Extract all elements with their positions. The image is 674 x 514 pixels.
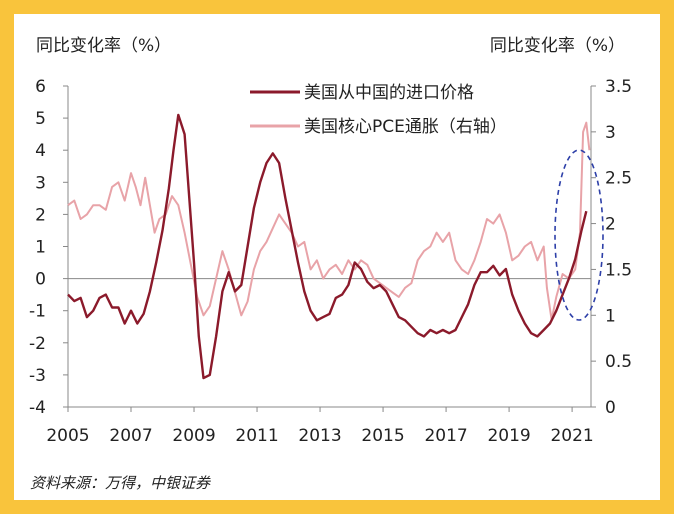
x-tick-label: 2021 (550, 426, 593, 446)
x-tick-label: 2009 (172, 426, 215, 446)
x-tick-label: 2015 (361, 426, 404, 446)
right-tick-label: 2.5 (605, 169, 632, 189)
series-line-0 (67, 113, 588, 380)
right-tick-label: 1.5 (605, 260, 632, 280)
right-tick-label: 2 (605, 215, 616, 235)
left-tick-label: 4 (35, 141, 46, 161)
chart-frame (14, 14, 660, 500)
legend-label-0: 美国从中国的进口价格 (304, 83, 474, 103)
left-tick-label: 1 (35, 238, 46, 258)
right-axis-title: 同比变化率（%） (490, 36, 625, 56)
left-tick-label: 5 (35, 109, 46, 129)
left-tick-label: 3 (35, 173, 46, 193)
source-note: 资料来源：万得，中银证券 (30, 474, 211, 492)
legend-label-1: 美国核心PCE通胀（右轴） (304, 117, 507, 137)
left-tick-label: 2 (35, 205, 46, 225)
x-tick-label: 2005 (46, 426, 89, 446)
right-tick-label: 3.5 (605, 77, 632, 97)
left-tick-label: -3 (29, 366, 46, 386)
axes: -4 -3 -2 -1 0 1 2 3 4 5 6 0 0.5 1 1.5 2 2.5 3 3.5 2005 2007 2… (29, 77, 632, 446)
x-tick-label: 2011 (235, 426, 278, 446)
left-tick-label: -2 (29, 334, 46, 354)
right-tick-label: 0.5 (605, 352, 632, 372)
x-tick-label: 2007 (109, 426, 152, 446)
left-axis-title: 同比变化率（%） (36, 36, 171, 56)
right-tick-label: 1 (605, 306, 616, 326)
right-tick-label: 0 (605, 398, 616, 418)
highlight-ellipse (554, 149, 604, 321)
x-tick-label: 2013 (298, 426, 341, 446)
left-tick-label: 0 (35, 270, 46, 290)
left-tick-label: -1 (29, 302, 46, 322)
series-layer (67, 113, 591, 380)
x-tick-label: 2019 (487, 426, 530, 446)
left-tick-label: 6 (35, 77, 46, 97)
series-line-1 (67, 121, 591, 321)
right-tick-label: 3 (605, 123, 616, 143)
left-tick-label: -4 (29, 398, 46, 418)
x-tick-label: 2017 (424, 426, 467, 446)
